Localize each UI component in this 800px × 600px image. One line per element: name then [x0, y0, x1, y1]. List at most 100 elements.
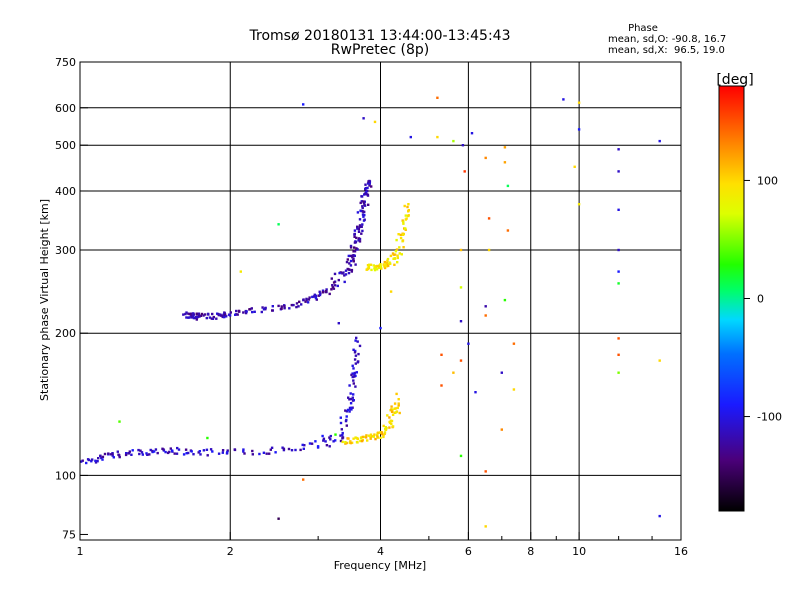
trace-point	[382, 435, 385, 439]
trace-point	[310, 442, 314, 445]
trace-point	[341, 440, 344, 444]
trace-point	[270, 446, 274, 449]
trace-point	[138, 452, 141, 456]
scatter-point	[487, 248, 491, 252]
scatter-point	[512, 388, 516, 391]
trace-point	[402, 222, 405, 225]
trace-point	[265, 452, 268, 455]
trace-point	[379, 436, 382, 439]
trace-point	[211, 317, 215, 320]
stats-header: Phase	[628, 23, 658, 34]
trace-point	[268, 452, 271, 455]
trace-point	[90, 460, 93, 463]
trace-point	[347, 396, 350, 399]
trace-point	[274, 451, 277, 454]
trace-point	[221, 451, 224, 454]
x-tick-label: 10	[572, 545, 586, 558]
trace-point	[395, 248, 399, 251]
trace-point	[349, 244, 353, 248]
x-tick-label: 2	[227, 545, 234, 558]
trace-point	[396, 406, 399, 410]
trace-point	[185, 311, 188, 314]
trace-point	[328, 292, 331, 296]
trace-point	[80, 460, 83, 463]
trace-point	[353, 229, 357, 232]
trace-point	[390, 408, 393, 411]
trace-point	[198, 450, 201, 453]
scatter-point	[506, 184, 510, 188]
trace-point	[365, 434, 368, 437]
trace-point	[368, 182, 371, 185]
trace-point	[211, 312, 214, 316]
scatter-point	[617, 170, 620, 173]
trace-point	[352, 437, 355, 440]
trace-point	[154, 448, 158, 451]
trace-point	[362, 215, 365, 218]
x-tick-label: 16	[674, 545, 688, 558]
trace-point	[357, 230, 361, 233]
trace-point	[245, 310, 248, 313]
trace-point	[368, 263, 371, 266]
trace-point	[344, 273, 348, 276]
trace-point	[81, 459, 84, 462]
trace-point	[338, 271, 341, 275]
trace-point	[290, 449, 294, 452]
scatter-point	[512, 342, 516, 345]
trace-point	[311, 295, 314, 299]
trace-point	[262, 308, 266, 311]
scatter-point	[436, 135, 439, 139]
trace-point	[364, 183, 367, 186]
trace-point	[360, 200, 363, 203]
trace-point	[242, 448, 245, 451]
trace-point	[376, 431, 380, 434]
trace-point	[354, 349, 357, 353]
trace-point	[399, 236, 403, 240]
trace-point	[356, 340, 359, 343]
trace-point	[394, 411, 398, 414]
trace-point	[131, 449, 134, 452]
trace-point	[217, 312, 220, 316]
trace-point	[357, 239, 360, 242]
y-axis-label: Stationary phase Virtual Height [km]	[38, 199, 51, 401]
scatter-point	[463, 170, 466, 173]
trace-point	[197, 312, 201, 315]
trace-point	[205, 316, 208, 320]
scatter-point	[658, 359, 661, 362]
scatter-point	[617, 248, 620, 252]
trace-point	[199, 314, 202, 317]
trace-point	[379, 263, 382, 266]
trace-point	[365, 268, 368, 271]
trace-point	[321, 291, 325, 294]
axis-ticks: 1 2 4 6 8 10 16 75 100 200 300 400 500 600 750	[55, 56, 688, 558]
trace-point	[365, 187, 368, 190]
trace-point	[332, 440, 335, 443]
data-points	[80, 96, 661, 528]
trace-point	[368, 434, 372, 438]
trace-point	[321, 289, 325, 292]
trace-point	[363, 203, 366, 206]
trace-point	[403, 204, 406, 208]
trace-point	[299, 448, 302, 452]
scatter-point	[503, 161, 507, 164]
trace-point	[397, 398, 400, 401]
trace-point	[347, 268, 350, 271]
scatter-point	[452, 139, 455, 143]
trace-point	[318, 293, 322, 297]
trace-point	[361, 205, 364, 208]
trace-point	[349, 440, 352, 443]
trace-point	[368, 179, 371, 183]
trace-point	[185, 452, 188, 455]
trace-point	[262, 451, 266, 454]
trace-point	[345, 418, 348, 422]
trace-point	[341, 436, 345, 439]
trace-point	[190, 450, 193, 453]
scatter-point	[362, 117, 365, 120]
trace-point	[390, 410, 394, 413]
trace-point	[348, 262, 351, 265]
trace-point	[359, 439, 362, 443]
trace-point	[99, 454, 102, 457]
trace-point	[187, 451, 190, 455]
trace-point	[314, 296, 318, 300]
y-tick-label: 500	[55, 139, 76, 152]
trace-point	[271, 305, 274, 308]
